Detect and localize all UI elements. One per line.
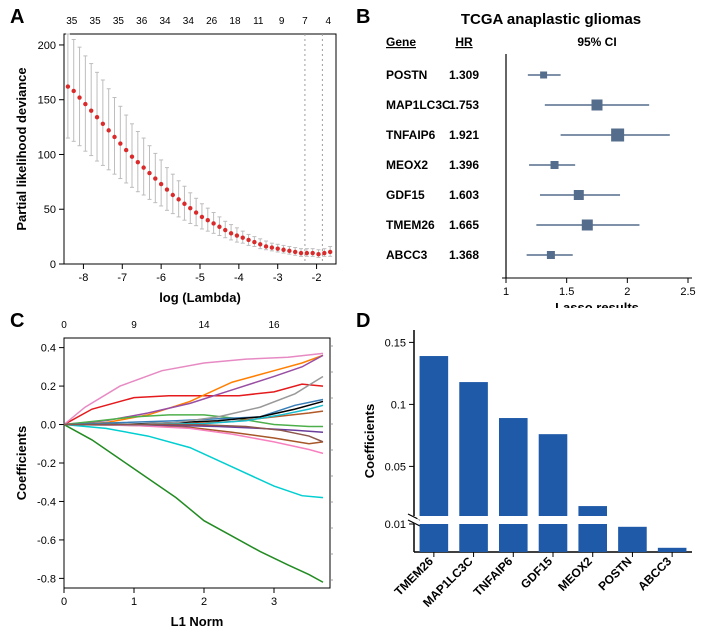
svg-text:36: 36 bbox=[136, 16, 148, 27]
svg-text:-2: -2 bbox=[312, 272, 322, 284]
svg-text:-6: -6 bbox=[156, 272, 166, 284]
svg-text:1.5: 1.5 bbox=[559, 286, 574, 298]
svg-text:95% CI: 95% CI bbox=[577, 35, 616, 49]
deviance-plot: 0 50 100 150 200 Partial likelihood deviance -… bbox=[8, 8, 348, 308]
panel-a-label: A bbox=[10, 6, 24, 29]
svg-text:-0.2: -0.2 bbox=[37, 458, 56, 470]
svg-text:1.396: 1.396 bbox=[449, 158, 479, 172]
svg-text:18: 18 bbox=[229, 16, 241, 27]
lasso-path-plot: -0.8 -0.6 -0.4 -0.2 0.0 0.2 0.4 Coefficients 0 1 2… bbox=[8, 312, 348, 632]
panel-b: B TCGA anaplastic gliomas Gene HR 95% CI POS… bbox=[356, 8, 706, 308]
svg-text:POSTN: POSTN bbox=[386, 68, 427, 82]
svg-text:1.603: 1.603 bbox=[449, 188, 479, 202]
svg-text:0.1: 0.1 bbox=[391, 399, 406, 411]
svg-text:50: 50 bbox=[44, 204, 56, 216]
svg-text:35: 35 bbox=[66, 16, 78, 27]
svg-text:0.0: 0.0 bbox=[41, 420, 56, 432]
svg-text:GDF15: GDF15 bbox=[518, 554, 555, 591]
svg-text:-4: -4 bbox=[234, 272, 244, 284]
svg-text:0: 0 bbox=[61, 596, 67, 608]
svg-text:1.753: 1.753 bbox=[449, 98, 479, 112]
panel-d-label: D bbox=[356, 310, 370, 333]
svg-text:Gene: Gene bbox=[386, 35, 416, 49]
svg-text:9: 9 bbox=[131, 320, 137, 331]
svg-text:0.15: 0.15 bbox=[385, 337, 406, 349]
svg-text:26: 26 bbox=[206, 16, 218, 27]
svg-text:200: 200 bbox=[38, 40, 56, 52]
svg-text:2.5: 2.5 bbox=[680, 286, 695, 298]
svg-text:-5: -5 bbox=[195, 272, 205, 284]
svg-text:0.4: 0.4 bbox=[41, 343, 56, 355]
svg-text:POSTN: POSTN bbox=[595, 554, 634, 593]
panel-d: D 0.050.10.150.01CoefficientsTMEM26MAP1L… bbox=[356, 312, 706, 632]
svg-text:35: 35 bbox=[90, 16, 102, 27]
svg-text:Lasso results: Lasso results bbox=[555, 300, 639, 308]
svg-text:TNFAIP6: TNFAIP6 bbox=[471, 554, 516, 599]
svg-text:0.05: 0.05 bbox=[385, 461, 406, 473]
panel-a: A 0 50 100 150 200 Partial likelihood devianc… bbox=[8, 8, 348, 308]
svg-text:TCGA anaplastic gliomas: TCGA anaplastic gliomas bbox=[461, 11, 641, 28]
svg-text:TMEM26: TMEM26 bbox=[386, 218, 435, 232]
svg-text:3: 3 bbox=[271, 596, 277, 608]
svg-text:100: 100 bbox=[38, 149, 56, 161]
svg-text:35: 35 bbox=[113, 16, 125, 27]
svg-text:14: 14 bbox=[198, 320, 210, 331]
svg-text:ABCC3: ABCC3 bbox=[386, 248, 428, 262]
svg-text:-3: -3 bbox=[273, 272, 283, 284]
svg-text:-8: -8 bbox=[79, 272, 89, 284]
forest-plot: TCGA anaplastic gliomas Gene HR 95% CI POSTN… bbox=[356, 8, 706, 308]
svg-text:-0.4: -0.4 bbox=[37, 496, 56, 508]
svg-text:MEOX2: MEOX2 bbox=[386, 158, 428, 172]
svg-text:2: 2 bbox=[201, 596, 207, 608]
svg-text:ABCC3: ABCC3 bbox=[635, 554, 674, 593]
svg-text:Coefficients: Coefficients bbox=[362, 404, 377, 478]
svg-text:0.2: 0.2 bbox=[41, 381, 56, 393]
svg-text:1.368: 1.368 bbox=[449, 248, 479, 262]
svg-text:2: 2 bbox=[624, 286, 630, 298]
svg-text:HR: HR bbox=[455, 35, 473, 49]
svg-text:MEOX2: MEOX2 bbox=[555, 554, 595, 594]
svg-text:7: 7 bbox=[302, 16, 308, 27]
svg-text:150: 150 bbox=[38, 95, 56, 107]
svg-text:1: 1 bbox=[503, 286, 509, 298]
svg-text:11: 11 bbox=[253, 16, 264, 27]
svg-text:MAP1LC3C: MAP1LC3C bbox=[386, 98, 451, 112]
svg-text:L1 Norm: L1 Norm bbox=[171, 614, 224, 629]
figure-grid: A 050100150200Partial likelihood devianc… bbox=[8, 8, 701, 632]
svg-text:TNFAIP6: TNFAIP6 bbox=[386, 128, 436, 142]
svg-text:16: 16 bbox=[268, 320, 280, 331]
svg-text:1.665: 1.665 bbox=[449, 218, 479, 232]
svg-text:-7: -7 bbox=[117, 272, 127, 284]
svg-text:log (Lambda): log (Lambda) bbox=[159, 290, 241, 305]
svg-text:GDF15: GDF15 bbox=[386, 188, 425, 202]
svg-text:0: 0 bbox=[61, 320, 67, 331]
broken-bar-chart: 0.050.10.150.01CoefficientsTMEM26MAP1LC3… bbox=[356, 312, 706, 632]
panel-b-label: B bbox=[356, 6, 370, 29]
svg-text:Coefficients: Coefficients bbox=[14, 426, 29, 500]
svg-text:1: 1 bbox=[131, 596, 137, 608]
svg-text:4: 4 bbox=[325, 16, 331, 27]
svg-text:-0.6: -0.6 bbox=[37, 535, 56, 547]
svg-text:-0.8: -0.8 bbox=[37, 573, 56, 585]
svg-text:9: 9 bbox=[279, 16, 285, 27]
svg-text:1.921: 1.921 bbox=[449, 128, 479, 142]
svg-text:34: 34 bbox=[159, 16, 171, 27]
panel-c-label: C bbox=[10, 310, 24, 333]
panel-c: C -0.8 -0.6 -0.4 -0.2 0.0 0.2 0.4 Coefficients 0… bbox=[8, 312, 348, 632]
svg-text:1.309: 1.309 bbox=[449, 68, 479, 82]
svg-text:0: 0 bbox=[50, 259, 56, 271]
svg-text:34: 34 bbox=[183, 16, 195, 27]
svg-text:Partial likelihood deviance: Partial likelihood deviance bbox=[14, 67, 29, 230]
svg-text:0.01: 0.01 bbox=[385, 519, 406, 531]
